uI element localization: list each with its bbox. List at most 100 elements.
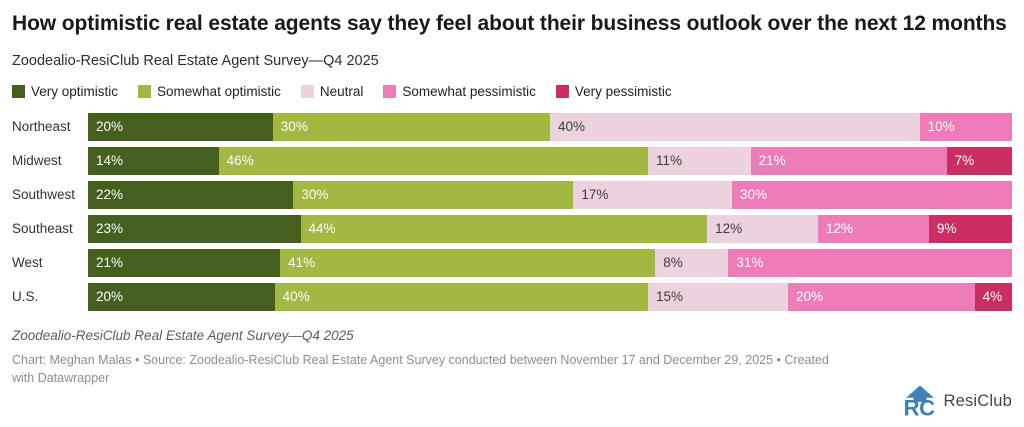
chart-row: West 21% 41% 8% 31%	[12, 248, 1013, 277]
legend-swatch	[555, 84, 569, 98]
bar-segment: 30%	[293, 180, 574, 209]
bar-segment: 31%	[728, 248, 1013, 277]
segment-value-label: 31%	[736, 255, 764, 271]
row-label: Southwest	[12, 187, 76, 203]
segment-value-label: 21%	[758, 153, 786, 169]
legend-swatch	[300, 84, 314, 98]
credit-line: Chart: Meghan Malas • Source: Zoodealio-…	[12, 352, 829, 385]
segment-value-label: 7%	[954, 153, 975, 169]
segment-value-label: 17%	[581, 187, 609, 203]
legend-label: Somewhat pessimistic	[402, 83, 536, 99]
row-label: West	[12, 255, 43, 271]
segment-value-label: 8%	[663, 255, 683, 271]
bar-segment: 40%	[550, 112, 920, 141]
legend-item: Very optimistic	[12, 84, 118, 99]
segment-value-label: 21%	[96, 255, 124, 271]
segment-value-label: 20%	[796, 289, 824, 305]
bar-segment: 8%	[655, 248, 729, 277]
chart-subtitle: Zoodealio-ResiClub Real Estate Agent Sur…	[12, 52, 379, 69]
bar-segment: 40%	[274, 282, 648, 311]
segment-value-label: 10%	[927, 119, 955, 135]
bar-segment: 41%	[280, 248, 656, 277]
bar-segment: 21%	[88, 248, 281, 277]
chart-row: Southeast 23% 44% 12% 12% 9%	[12, 214, 1012, 243]
bar-segment: 30%	[732, 180, 1012, 209]
chart-rows: Northeast 20% 30% 40% 10% Midwest 14% 46% 11% 21%…	[12, 112, 1013, 311]
source-note: Zoodealio-ResiClub Real Estate Agent Sur…	[12, 327, 354, 343]
bar-segment: 20%	[788, 282, 975, 311]
stacked-bar: 21% 41% 8% 31%	[88, 248, 1013, 277]
stacked-bar-chart: Northeast 20% 30% 40% 10% Midwest 14% 46% 11% 21%…	[12, 112, 1013, 311]
bar-segment: 20%	[88, 112, 273, 141]
bar-segment: 46%	[218, 146, 648, 175]
stacked-bar: 14% 46% 11% 21% 7%	[88, 146, 1012, 175]
bar-segment: 22%	[88, 180, 294, 209]
svg-text:R: R	[904, 396, 920, 419]
legend-swatch	[12, 84, 25, 98]
resiclub-logo-text: ResiClub	[943, 391, 1012, 410]
segment-value-label: 30%	[280, 119, 308, 135]
segment-value-label: 11%	[656, 153, 683, 169]
row-label: Midwest	[12, 153, 62, 169]
segment-value-label: 12%	[825, 221, 853, 237]
bar-segment: 7%	[946, 146, 1012, 175]
bar-segment: 20%	[88, 282, 275, 311]
row-label: U.S.	[12, 289, 39, 305]
bar-segment: 17%	[573, 180, 732, 209]
segment-value-label: 46%	[226, 153, 254, 169]
row-label: Northeast	[12, 119, 71, 135]
bar-segment: 9%	[928, 214, 1012, 243]
legend-swatch	[383, 84, 397, 98]
bar-segment: 4%	[974, 282, 1012, 311]
segment-value-label: 30%	[740, 187, 768, 203]
legend-label: Neutral	[319, 83, 364, 99]
legend-item: Very pessimistic	[555, 83, 672, 99]
resiclub-logo-icon: R C	[902, 383, 938, 419]
bar-segment: 14%	[88, 146, 219, 175]
page-title: How optimistic real estate agents say th…	[12, 12, 1007, 35]
segment-value-label: 30%	[301, 187, 329, 203]
bar-segment: 23%	[88, 214, 301, 243]
legend-label: Very pessimistic	[574, 83, 672, 99]
legend-item: Somewhat optimistic	[138, 84, 281, 99]
legend: Very optimistic Somewhat optimistic Neutra…	[12, 84, 1012, 99]
svg-text:C: C	[920, 396, 936, 419]
bar-segment: 12%	[817, 214, 929, 243]
chart-row: Southwest 22% 30% 17% 30%	[12, 180, 1012, 209]
stacked-bar: 23% 44% 12% 12% 9%	[88, 214, 1012, 243]
chart-row: U.S. 20% 40% 15% 20% 4%	[12, 282, 1012, 311]
legend-item: Neutral	[300, 83, 364, 99]
chart-row: Northeast 20% 30% 40% 10%	[12, 112, 1012, 141]
segment-value-label: 44%	[308, 221, 336, 237]
chart-row: Midwest 14% 46% 11% 21% 7%	[12, 146, 1012, 175]
segment-value-label: 12%	[715, 221, 743, 237]
bar-segment: 10%	[919, 112, 1012, 141]
bar-segment: 44%	[300, 214, 708, 243]
segment-value-label: 9%	[936, 221, 957, 237]
segment-value-label: 23%	[96, 221, 124, 237]
segment-value-label: 40%	[282, 289, 310, 305]
segment-value-label: 20%	[96, 119, 124, 135]
legend-swatch	[138, 84, 152, 98]
bar-segment: 11%	[648, 146, 751, 175]
stacked-bar: 22% 30% 17% 30%	[88, 180, 1012, 209]
legend-item: Somewhat pessimistic	[383, 84, 536, 99]
legend-label: Somewhat optimistic	[157, 83, 281, 99]
segment-value-label: 15%	[656, 289, 684, 305]
bar-segment: 12%	[707, 214, 818, 243]
segment-value-label: 40%	[558, 119, 586, 135]
segment-value-label: 20%	[96, 289, 124, 305]
resiclub-logo[interactable]: R C ResiClub	[902, 383, 1012, 419]
legend-label: Very optimistic	[31, 83, 119, 99]
stacked-bar: 20% 30% 40% 10%	[88, 112, 1012, 141]
stacked-bar: 20% 40% 15% 20% 4%	[88, 282, 1012, 311]
segment-value-label: 14%	[96, 153, 124, 169]
bar-segment: 15%	[648, 282, 788, 311]
bar-segment: 21%	[750, 146, 947, 175]
segment-value-label: 41%	[288, 255, 316, 271]
row-label: Southeast	[12, 221, 73, 237]
segment-value-label: 22%	[96, 187, 124, 203]
bar-segment: 30%	[272, 112, 550, 141]
segment-value-label: 4%	[982, 289, 1003, 305]
